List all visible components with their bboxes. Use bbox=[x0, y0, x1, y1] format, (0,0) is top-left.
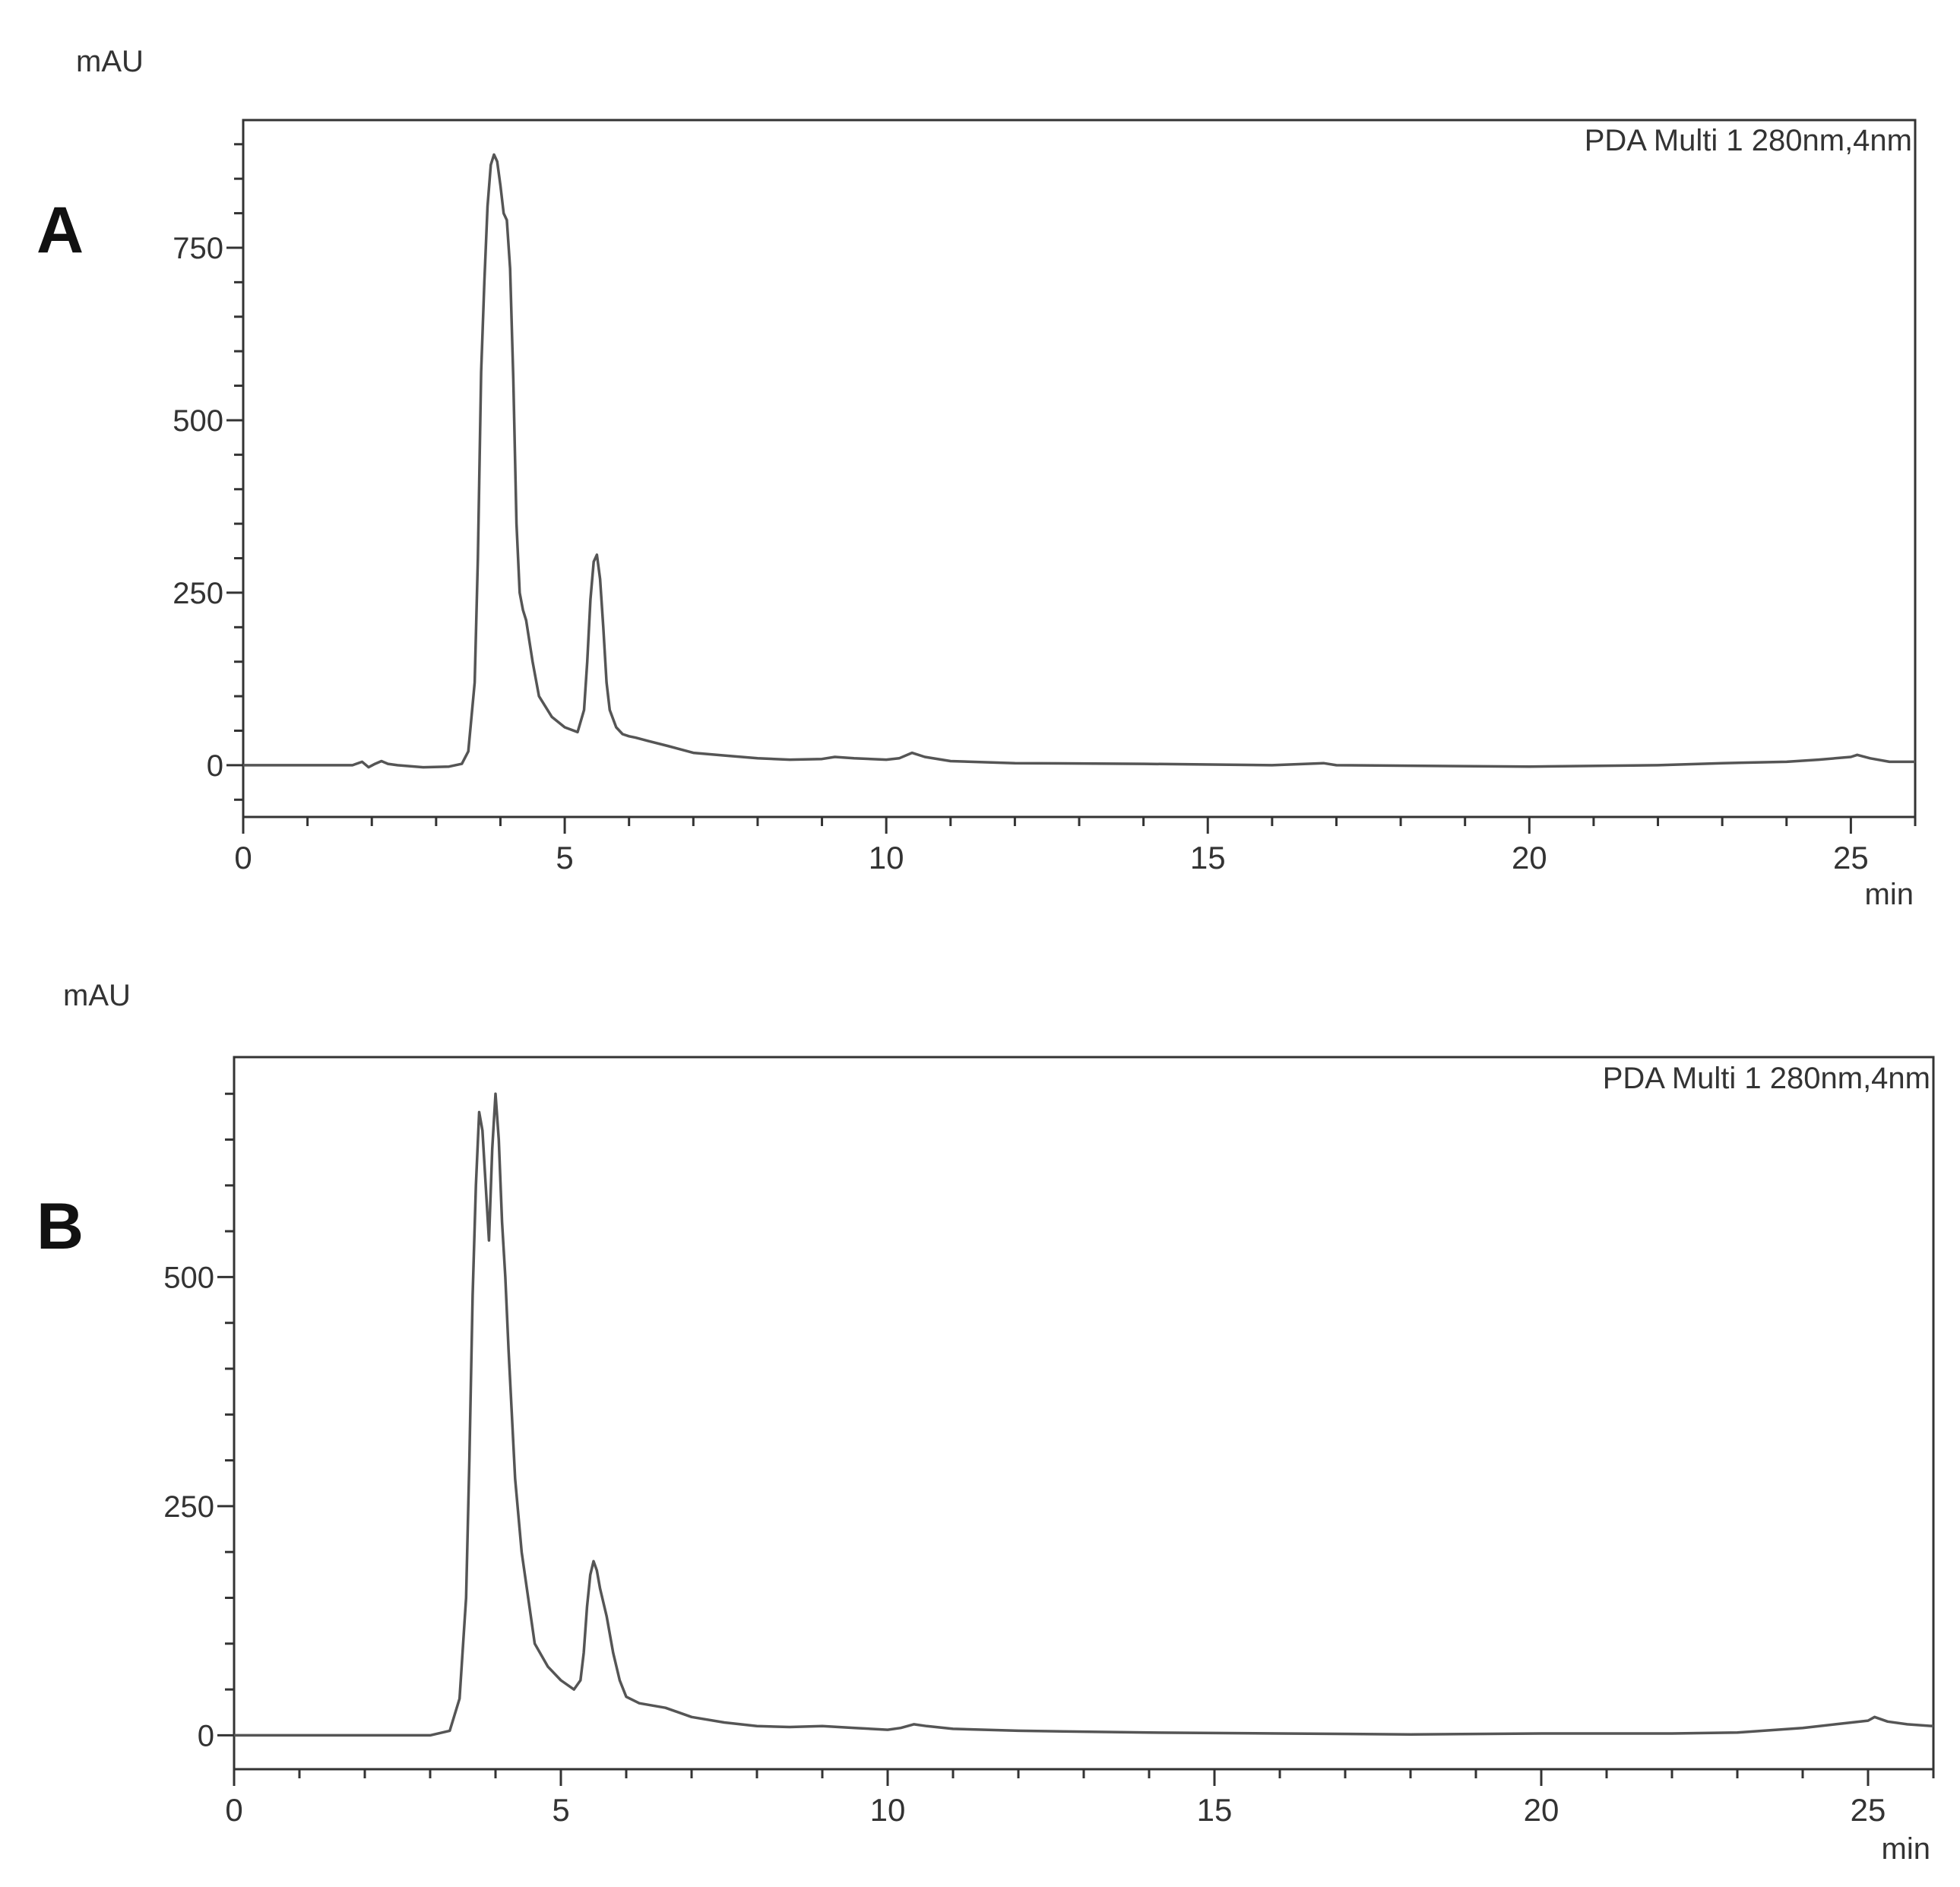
legend-text: PDA Multi 1 280nm,4nm bbox=[1585, 124, 1912, 157]
y-tick-label: 250 bbox=[173, 577, 223, 610]
y-axis-ticks: 0 250 500 bbox=[163, 1092, 234, 1752]
y-tick-label: 0 bbox=[198, 1719, 214, 1752]
x-axis-ticks: 0 5 10 15 20 25 bbox=[225, 1769, 1935, 1828]
panel-label: B bbox=[36, 1190, 84, 1263]
x-tick-label: 20 bbox=[1524, 1792, 1559, 1828]
x-axis-label: min bbox=[1882, 1832, 1930, 1866]
series-layer bbox=[243, 153, 1915, 769]
y-tick-label: 500 bbox=[163, 1261, 214, 1294]
x-axis-label: min bbox=[1865, 878, 1914, 911]
x-tick-label: 15 bbox=[1190, 840, 1226, 875]
x-tick-label: 0 bbox=[225, 1792, 242, 1828]
x-tick-label: 0 bbox=[234, 840, 252, 875]
chromatogram-trace bbox=[243, 153, 1915, 769]
y-axis-label: mAU bbox=[63, 979, 131, 1012]
y-tick-label: 750 bbox=[173, 232, 223, 265]
x-tick-label: 25 bbox=[1833, 840, 1869, 875]
x-tick-label: 10 bbox=[870, 1792, 906, 1828]
y-tick-label: 500 bbox=[173, 404, 223, 438]
y-axis-ticks: 0 250 500 750 bbox=[173, 143, 243, 801]
chart-panel-b: B mAU PDA Multi 1 280nm,4nm min 0250500 … bbox=[36, 979, 1935, 1866]
series-layer bbox=[234, 1092, 1934, 1737]
x-tick-label: 5 bbox=[556, 840, 573, 875]
plot-frame bbox=[233, 1056, 1935, 1771]
chart-panel-a: A mAU PDA Multi 1 280nm,4nm min 02505007… bbox=[36, 45, 1917, 911]
panel-label: A bbox=[36, 194, 84, 267]
legend-text: PDA Multi 1 280nm,4nm bbox=[1603, 1062, 1930, 1095]
x-tick-label: 20 bbox=[1512, 840, 1547, 875]
y-tick-label: 0 bbox=[207, 749, 223, 783]
x-axis-ticks: 0 5 10 15 20 25 bbox=[234, 817, 1917, 875]
x-tick-label: 10 bbox=[869, 840, 904, 875]
y-tick-label: 250 bbox=[163, 1490, 214, 1524]
y-axis-label: mAU bbox=[76, 45, 144, 78]
plot-frame bbox=[242, 119, 1917, 818]
x-tick-label: 25 bbox=[1851, 1792, 1886, 1828]
x-tick-label: 5 bbox=[552, 1792, 569, 1828]
chromatogram-trace bbox=[234, 1092, 1934, 1737]
x-tick-label: 15 bbox=[1197, 1792, 1233, 1828]
